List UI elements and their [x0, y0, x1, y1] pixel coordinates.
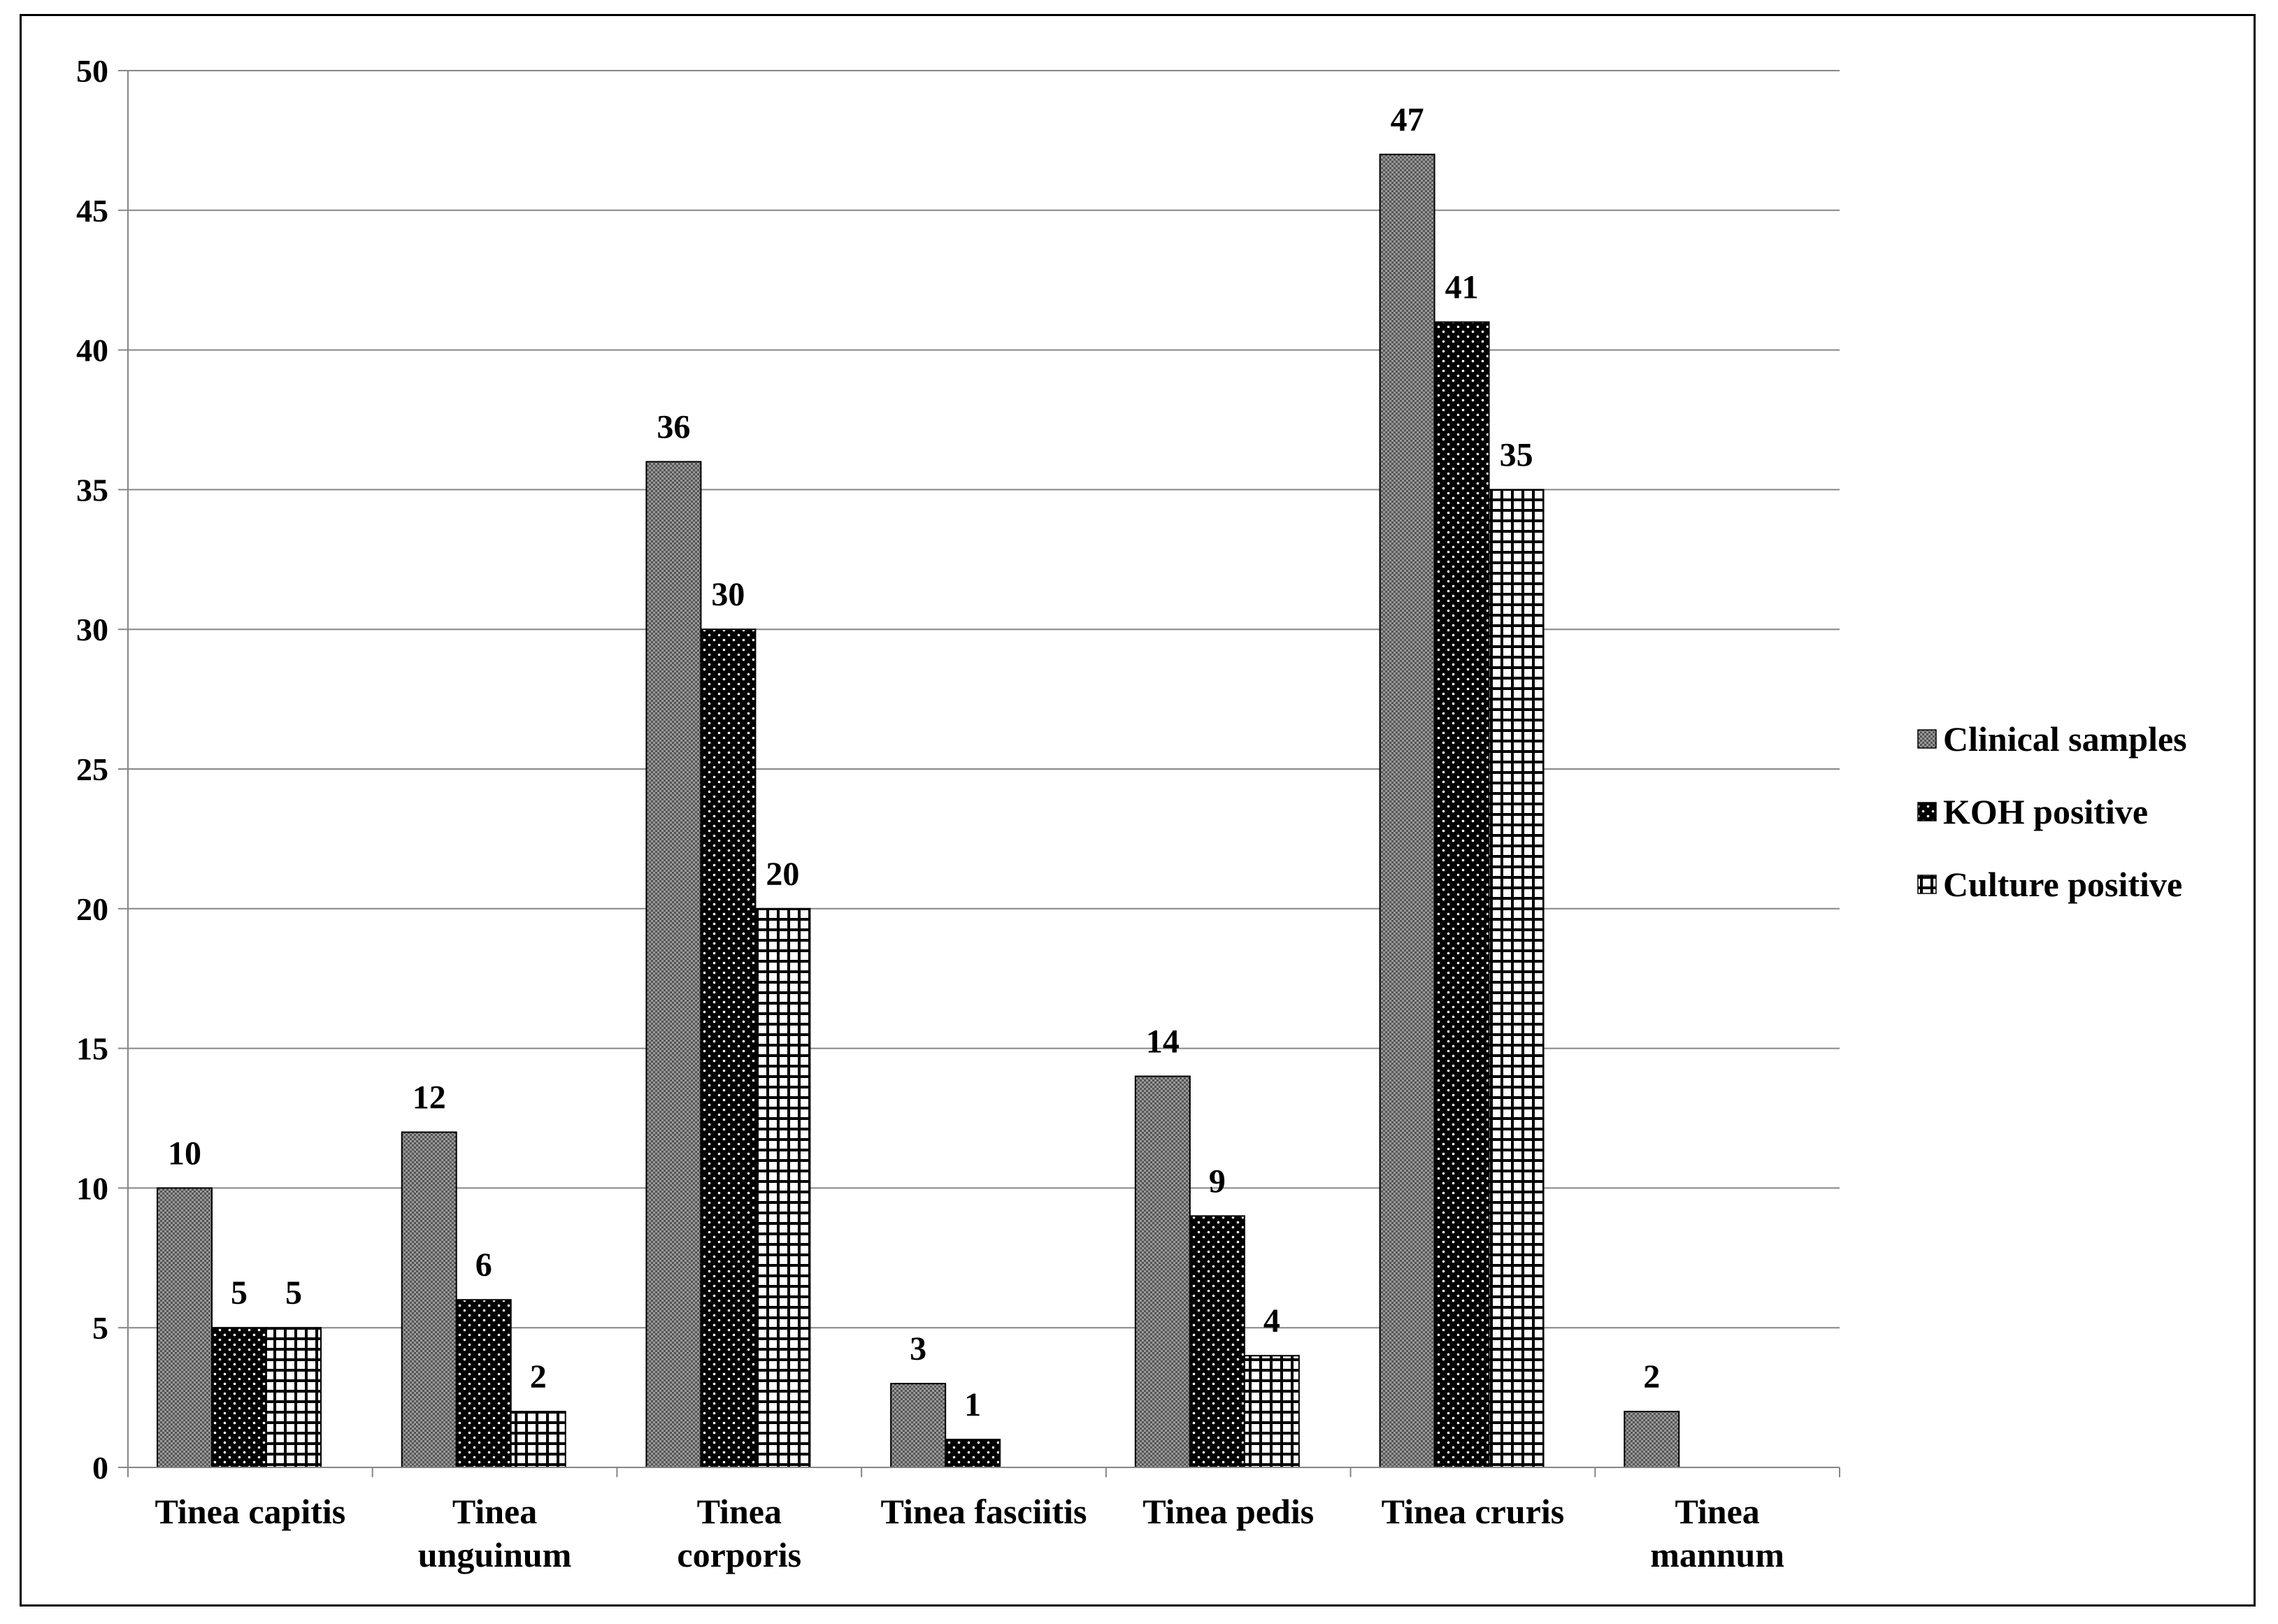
data-label: 12	[413, 1079, 446, 1116]
data-label: 5	[285, 1274, 302, 1312]
bar-koh-positive	[1189, 1215, 1245, 1468]
y-tick-label: 45	[76, 193, 108, 229]
category-label: mannum	[1650, 1535, 1784, 1574]
y-tick-label: 40	[76, 333, 108, 368]
data-label: 47	[1391, 101, 1424, 138]
category-label: corporis	[677, 1535, 801, 1574]
category-label: Tinea	[1675, 1492, 1759, 1531]
bar-clinical-samples	[1624, 1411, 1680, 1468]
bar-culture-positive	[1488, 489, 1545, 1468]
bars	[157, 153, 1680, 1469]
data-label: 2	[1643, 1358, 1660, 1395]
category-label: Tinea pedis	[1142, 1492, 1314, 1531]
data-label: 14	[1146, 1023, 1180, 1061]
legend-label: Culture positive	[1943, 865, 2182, 904]
y-tick-label: 10	[76, 1170, 108, 1206]
legend-swatch	[1917, 729, 1937, 749]
data-label: 10	[168, 1135, 201, 1172]
bar-culture-positive	[754, 907, 811, 1469]
category-label: Tinea cruris	[1382, 1492, 1565, 1531]
data-label: 41	[1445, 269, 1479, 306]
y-tick-label: 50	[76, 53, 108, 89]
legend-label: KOH positive	[1943, 792, 2148, 831]
y-axis-ticks: 0 5 10 15 20 25 30 35 40 45 50	[76, 53, 128, 1486]
data-label: 6	[475, 1246, 492, 1284]
bar-koh-positive	[700, 628, 757, 1469]
data-label: 4	[1263, 1302, 1280, 1339]
y-tick-label: 0	[92, 1450, 108, 1486]
y-tick-label: 20	[76, 891, 108, 927]
data-label: 30	[711, 576, 745, 613]
data-label: 1	[964, 1386, 981, 1423]
bar-koh-positive	[455, 1299, 512, 1468]
category-label: unguinum	[418, 1535, 572, 1574]
bar-culture-positive	[1243, 1355, 1300, 1469]
category-label: Tinea fasciitis	[881, 1492, 1087, 1531]
bar-koh-positive	[211, 1327, 267, 1468]
gridlines	[128, 70, 1840, 1329]
y-tick-label: 30	[76, 612, 108, 647]
bar-culture-positive	[266, 1327, 322, 1468]
data-label: 9	[1209, 1163, 1226, 1200]
category-label: Tinea	[697, 1492, 782, 1531]
y-tick-label: 15	[76, 1031, 108, 1067]
y-tick-label: 5	[92, 1310, 108, 1346]
y-tick-label: 25	[76, 752, 108, 787]
data-label: 36	[657, 408, 690, 445]
x-axis-categories: Tinea capitis Tinea unguinum Tinea corporis T…	[155, 1492, 1784, 1574]
bar-clinical-samples	[645, 461, 702, 1469]
bar-clinical-samples	[401, 1131, 457, 1468]
bar-clinical-samples	[157, 1187, 213, 1469]
bar-clinical-samples	[1134, 1075, 1191, 1469]
bar-clinical-samples	[890, 1383, 947, 1468]
axes	[127, 71, 1840, 1477]
y-tick-label: 35	[76, 472, 108, 508]
bar-koh-positive	[945, 1439, 1001, 1469]
legend-swatch	[1917, 802, 1937, 821]
bar-culture-positive	[510, 1411, 566, 1468]
bar-clinical-samples	[1379, 153, 1435, 1468]
chart-frame: 0 5 10 15 20 25 30 35 40 45 50 Tinea capitis Tinea u…	[20, 14, 2256, 1607]
data-label: 35	[1500, 436, 1533, 473]
data-label: 5	[231, 1274, 248, 1312]
category-label: Tinea capitis	[155, 1492, 345, 1531]
data-label: 3	[910, 1330, 926, 1367]
category-label: Tinea	[452, 1492, 537, 1531]
legend: Clinical samples KOH positive Culture posi…	[1917, 719, 2187, 904]
data-label: 2	[530, 1358, 547, 1395]
bar-koh-positive	[1433, 321, 1490, 1468]
legend-swatch	[1917, 875, 1937, 894]
legend-label: Clinical samples	[1943, 719, 2187, 759]
data-label: 20	[766, 856, 799, 893]
data-labels: 10 12 36 3 14 47 2 5 6 30 1 9 41 5 2 20 4 35	[168, 101, 1660, 1423]
